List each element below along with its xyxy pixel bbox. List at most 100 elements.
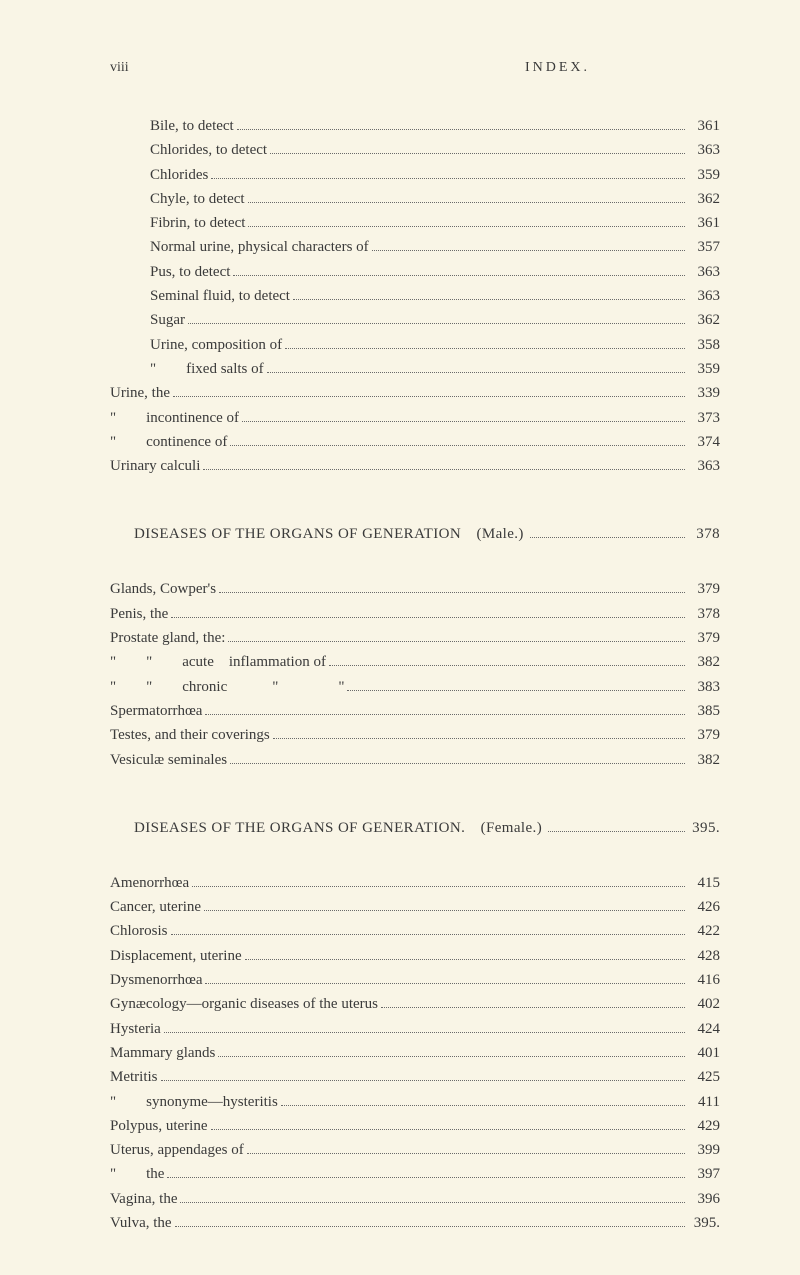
entry-label: Testes, and their coverings (110, 723, 270, 747)
entry-page: 361 (688, 211, 720, 235)
entry-page: 363 (688, 454, 720, 478)
leader-dots (173, 396, 685, 397)
entry-page: 382 (688, 748, 720, 772)
index-entry: Bile, to detect361 (110, 114, 720, 138)
section-title-male-text: DISEASES OF THE ORGANS OF GENERATION (Ma… (134, 526, 524, 543)
entry-label: Pus, to detect (150, 260, 230, 284)
entry-page: 428 (688, 944, 720, 968)
entry-page: 362 (688, 187, 720, 211)
index-entry: Seminal fluid, to detect363 (110, 284, 720, 308)
entry-label: Fibrin, to detect (150, 211, 245, 235)
entry-page: 362 (688, 308, 720, 332)
index-entry: Gynæcology—organic diseases of the uteru… (110, 992, 720, 1016)
entry-page: 363 (688, 284, 720, 308)
entry-label: " " chronic " " (110, 675, 344, 699)
leader-dots (192, 886, 685, 887)
leader-dots (230, 763, 685, 764)
leader-dots (293, 299, 685, 300)
entry-page: 401 (688, 1041, 720, 1065)
block-3: Amenorrhœa415Cancer, uterine426Chlorosis… (110, 871, 720, 1235)
entry-label: Glands, Cowper's (110, 577, 216, 601)
leader-dots (237, 129, 685, 130)
leader-dots (228, 641, 685, 642)
entry-label: Uterus, appendages of (110, 1138, 244, 1162)
entry-page: 395. (688, 1211, 720, 1235)
leader-dots (233, 275, 685, 276)
leader-dots (188, 323, 685, 324)
leader-dots (285, 348, 685, 349)
entry-page: 402 (688, 992, 720, 1016)
index-entry: " " acute inflammation of 382 (110, 650, 720, 674)
entry-label: Spermatorrhœa (110, 699, 202, 723)
entry-page: 378 (688, 602, 720, 626)
section-title-female-page: 395. (688, 820, 720, 837)
leader-dots (248, 202, 685, 203)
entry-label: " continence of (110, 430, 227, 454)
leader-dots (247, 1153, 685, 1154)
entry-label: " " acute inflammation of (110, 650, 326, 674)
block-1: Bile, to detect361Chlorides, to detect 36… (110, 114, 720, 478)
index-entry: Urinary calculi363 (110, 454, 720, 478)
entry-label: " fixed salts of (150, 357, 264, 381)
entry-page: 383 (688, 675, 720, 699)
entry-label: Polypus, uterine (110, 1114, 208, 1138)
entry-page: 379 (688, 723, 720, 747)
index-entry: Polypus, uterine429 (110, 1114, 720, 1138)
index-entry: Dysmenorrhœa416 (110, 968, 720, 992)
leader-dots (329, 665, 685, 666)
section-title-female-text: DISEASES OF THE ORGANS OF GENERATION. (F… (134, 820, 542, 837)
entry-label: Urine, the (110, 381, 170, 405)
entry-page: 339 (688, 381, 720, 405)
entry-page: 426 (688, 895, 720, 919)
leader-dots (230, 445, 685, 446)
index-entry: Penis, the 378 (110, 602, 720, 626)
index-entry: " continence of 374 (110, 430, 720, 454)
entry-label: Normal urine, physical characters of (150, 235, 369, 259)
leader-dots (171, 617, 685, 618)
index-entry: Pus, to detect363 (110, 260, 720, 284)
index-entry: " incontinence of373 (110, 406, 720, 430)
index-label: INDEX. (525, 60, 590, 76)
index-entry: Sugar362 (110, 308, 720, 332)
leader-dots (171, 934, 685, 935)
entry-label: Metritis (110, 1065, 158, 1089)
page-header: viii INDEX. (110, 60, 720, 76)
leader-dots (211, 1129, 686, 1130)
entry-page: 399 (688, 1138, 720, 1162)
leader-dots (530, 537, 685, 538)
leader-dots (270, 153, 685, 154)
entry-label: Vesiculæ seminales (110, 748, 227, 772)
index-entry: Metritis 425 (110, 1065, 720, 1089)
leader-dots (211, 178, 685, 179)
entry-label: Mammary glands (110, 1041, 215, 1065)
index-entry: Glands, Cowper's 379 (110, 577, 720, 601)
leader-dots (218, 1056, 685, 1057)
entry-page: 361 (688, 114, 720, 138)
page-number-roman: viii (110, 60, 129, 76)
entry-label: Displacement, uterine (110, 944, 242, 968)
entry-label: Cancer, uterine (110, 895, 201, 919)
leader-dots (205, 983, 685, 984)
leader-dots (381, 1007, 685, 1008)
index-entry: Prostate gland, the:379 (110, 626, 720, 650)
index-entry: Fibrin, to detect 361 (110, 211, 720, 235)
entry-label: Vulva, the (110, 1211, 172, 1235)
entry-page: 382 (688, 650, 720, 674)
index-entry: Vesiculæ seminales 382 (110, 748, 720, 772)
entry-page: 411 (688, 1090, 720, 1114)
index-page: viii INDEX. Bile, to detect361Chlorides,… (0, 0, 800, 1275)
entry-label: Chlorides (150, 163, 208, 187)
index-entry: " the397 (110, 1162, 720, 1186)
entry-label: Chlorides, to detect (150, 138, 267, 162)
entry-label: Penis, the (110, 602, 168, 626)
entry-page: 374 (688, 430, 720, 454)
entry-page: 358 (688, 333, 720, 357)
entry-page: 425 (688, 1065, 720, 1089)
entry-page: 379 (688, 577, 720, 601)
index-entry: Displacement, uterine 428 (110, 944, 720, 968)
leader-dots (273, 738, 685, 739)
entry-label: " incontinence of (110, 406, 239, 430)
entry-label: " the (110, 1162, 164, 1186)
index-entry: Chyle, to detect362 (110, 187, 720, 211)
index-entry: Cancer, uterine 426 (110, 895, 720, 919)
